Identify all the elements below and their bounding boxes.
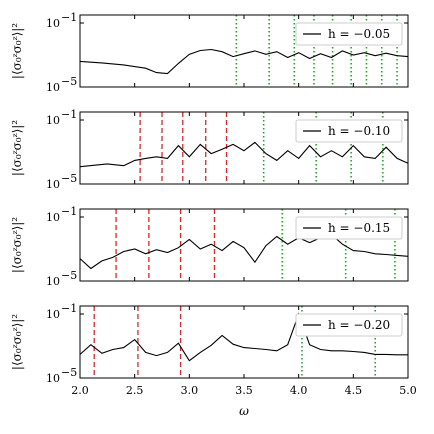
panel-2: 10 −110 −5|⟨σ₀ᶻσ₀ᶻ⟩|² h = −0.10 [10,108,409,191]
y-tick-exponent: −1 [61,302,77,315]
legend-label: h = −0.05 [328,27,390,41]
y-tick-label: 10 [46,211,60,224]
y-axis-label: |⟨σ₀ᶻσ₀ᶻ⟩|² [10,217,24,273]
panel-1: 10 −110 −5|⟨σ₀ᶻσ₀ᶻ⟩|² h = −0.05 [10,11,409,94]
panel-3: 10 −110 −5|⟨σ₀ᶻσ₀ᶻ⟩|² h = −0.15 [10,205,409,288]
y-tick-label: 10 [46,17,60,30]
y-tick-exponent: −5 [61,172,77,185]
legend-box [295,22,403,46]
y-tick-exponent: −1 [61,205,77,218]
series-line [79,312,408,362]
y-tick-label: 10 [46,114,60,127]
y-tick-exponent: −5 [61,75,77,88]
legend-box [295,216,403,240]
series-line [79,233,409,270]
legend-box [295,119,403,143]
x-tick-label: 2.0 [71,384,89,397]
x-tick-label: 4.5 [345,384,363,397]
y-tick-exponent: −1 [61,11,77,24]
legend-box [295,313,403,337]
panel-4: 10 −110 −52.0 2.5 3.0 3.5 4.0 4.5 5.0|⟨σ₀ᶻσ₀ᶻ⟩|²… [10,302,417,397]
x-tick-label: 4.0 [290,384,308,397]
y-tick-exponent: −5 [61,366,77,379]
legend-label: h = −0.20 [328,318,390,332]
y-tick-label: 10 [46,178,60,191]
x-tick-label: 3.0 [181,384,199,397]
series-line [79,48,409,75]
x-tick-label: 2.5 [126,384,144,397]
y-axis-label: |⟨σ₀ᶻσ₀ᶻ⟩|² [10,314,24,370]
x-tick-label: 3.5 [235,384,253,397]
y-axis-label: |⟨σ₀ᶻσ₀ᶻ⟩|² [10,120,24,176]
x-axis-label: ω [239,404,249,418]
y-axis-label: |⟨σ₀ᶻσ₀ᶻ⟩|² [10,23,24,79]
legend-label: h = −0.15 [328,221,390,235]
y-tick-label: 10 [46,308,60,321]
y-tick-label: 10 [46,275,60,288]
series-line [79,141,409,168]
x-tick-label: 5.0 [399,384,417,397]
y-tick-label: 10 [46,81,60,94]
legend-label: h = −0.10 [328,124,390,138]
y-tick-label: 10 [46,372,60,385]
y-tick-exponent: −1 [61,108,77,121]
y-tick-exponent: −5 [61,269,77,282]
